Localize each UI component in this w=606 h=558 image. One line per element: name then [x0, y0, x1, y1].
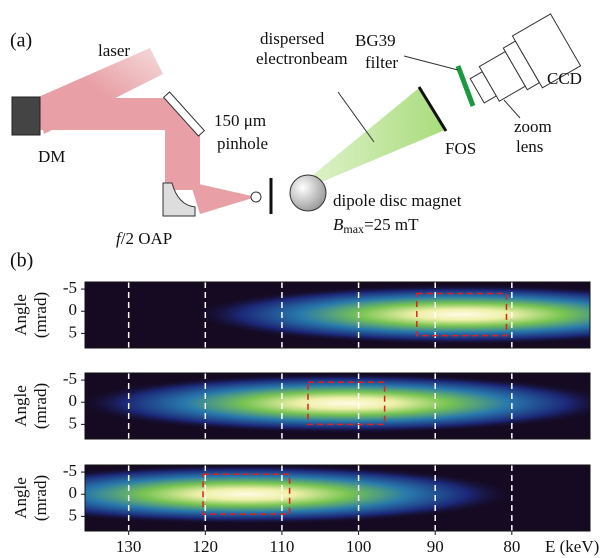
label: BG39 [355, 31, 396, 50]
dm [12, 97, 40, 135]
panel-label: (b) [10, 250, 33, 272]
panel-a: (a) laser DM 150 μm pinhole dispersed el… [10, 14, 582, 248]
y-tick-label: 5 [69, 413, 78, 432]
x-tick-label: 110 [270, 537, 295, 556]
label: zoom [514, 117, 552, 136]
label: DM [38, 147, 65, 166]
y-axis-label: Angle [11, 385, 30, 427]
label: lens [516, 137, 543, 156]
camera [462, 14, 580, 117]
label: laser [98, 41, 130, 60]
magnet [290, 175, 326, 211]
x-tick-label: 130 [116, 537, 142, 556]
subscript: max [343, 222, 364, 236]
x-tick-label: 100 [346, 537, 372, 556]
x-tick-label: 80 [503, 537, 520, 556]
label: electronbeam [256, 49, 348, 68]
label: Bmax=25 mT [333, 215, 419, 236]
label: =25 mT [364, 215, 419, 234]
label: 150 μm [214, 111, 266, 130]
y-tick-label: 5 [69, 505, 78, 524]
x-tick-label: 120 [193, 537, 219, 556]
label: /2 OAP [121, 229, 172, 248]
spectrum-panel [76, 373, 606, 439]
y-tick-label: -5 [63, 278, 77, 297]
y-axis-label: (mrad) [31, 292, 50, 338]
symbol: B [333, 215, 344, 234]
x-axis-label: E (keV) [545, 537, 599, 556]
y-tick-label: -5 [63, 461, 77, 480]
label: CCD [547, 69, 582, 88]
label: filter [365, 53, 398, 72]
y-axis-label: (mrad) [31, 475, 50, 521]
label: dipole disc magnet [333, 191, 462, 210]
label: pinhole [217, 134, 268, 153]
y-tick-label: 0 [69, 391, 78, 410]
panel-label: (a) [10, 30, 32, 52]
y-axis-label: (mrad) [31, 383, 50, 429]
y-tick-label: -5 [63, 369, 77, 388]
y-axis-label: Angle [11, 294, 30, 336]
y-tick-label: 0 [69, 300, 78, 319]
label: FOS [445, 139, 476, 158]
x-tick-label: 90 [427, 537, 444, 556]
label: f/2 OAP [116, 229, 172, 248]
label: dispersed [260, 29, 325, 48]
beam-signal [0, 464, 516, 524]
filter [458, 66, 473, 106]
spectrum-panel [0, 464, 590, 531]
y-axis-label: Angle [11, 477, 30, 519]
figure: (a) laser DM 150 μm pinhole dispersed el… [0, 0, 606, 558]
laser-focus [190, 182, 256, 214]
y-tick-label: 0 [69, 483, 78, 502]
spectrum-panel [85, 282, 606, 348]
focus [251, 192, 261, 202]
y-tick-label: 5 [69, 322, 78, 341]
